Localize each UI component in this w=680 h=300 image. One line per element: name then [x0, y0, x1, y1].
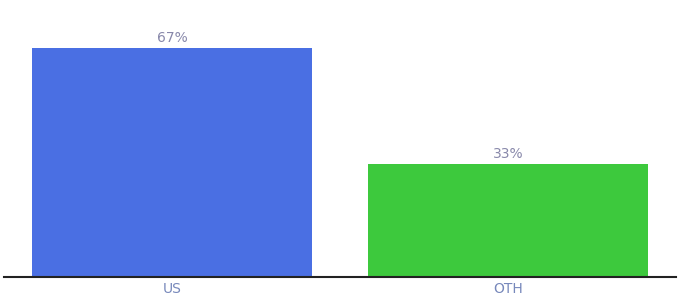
Text: 67%: 67%	[156, 31, 188, 45]
Text: 33%: 33%	[492, 147, 523, 161]
Bar	[32, 49, 312, 277]
Bar	[368, 164, 648, 277]
